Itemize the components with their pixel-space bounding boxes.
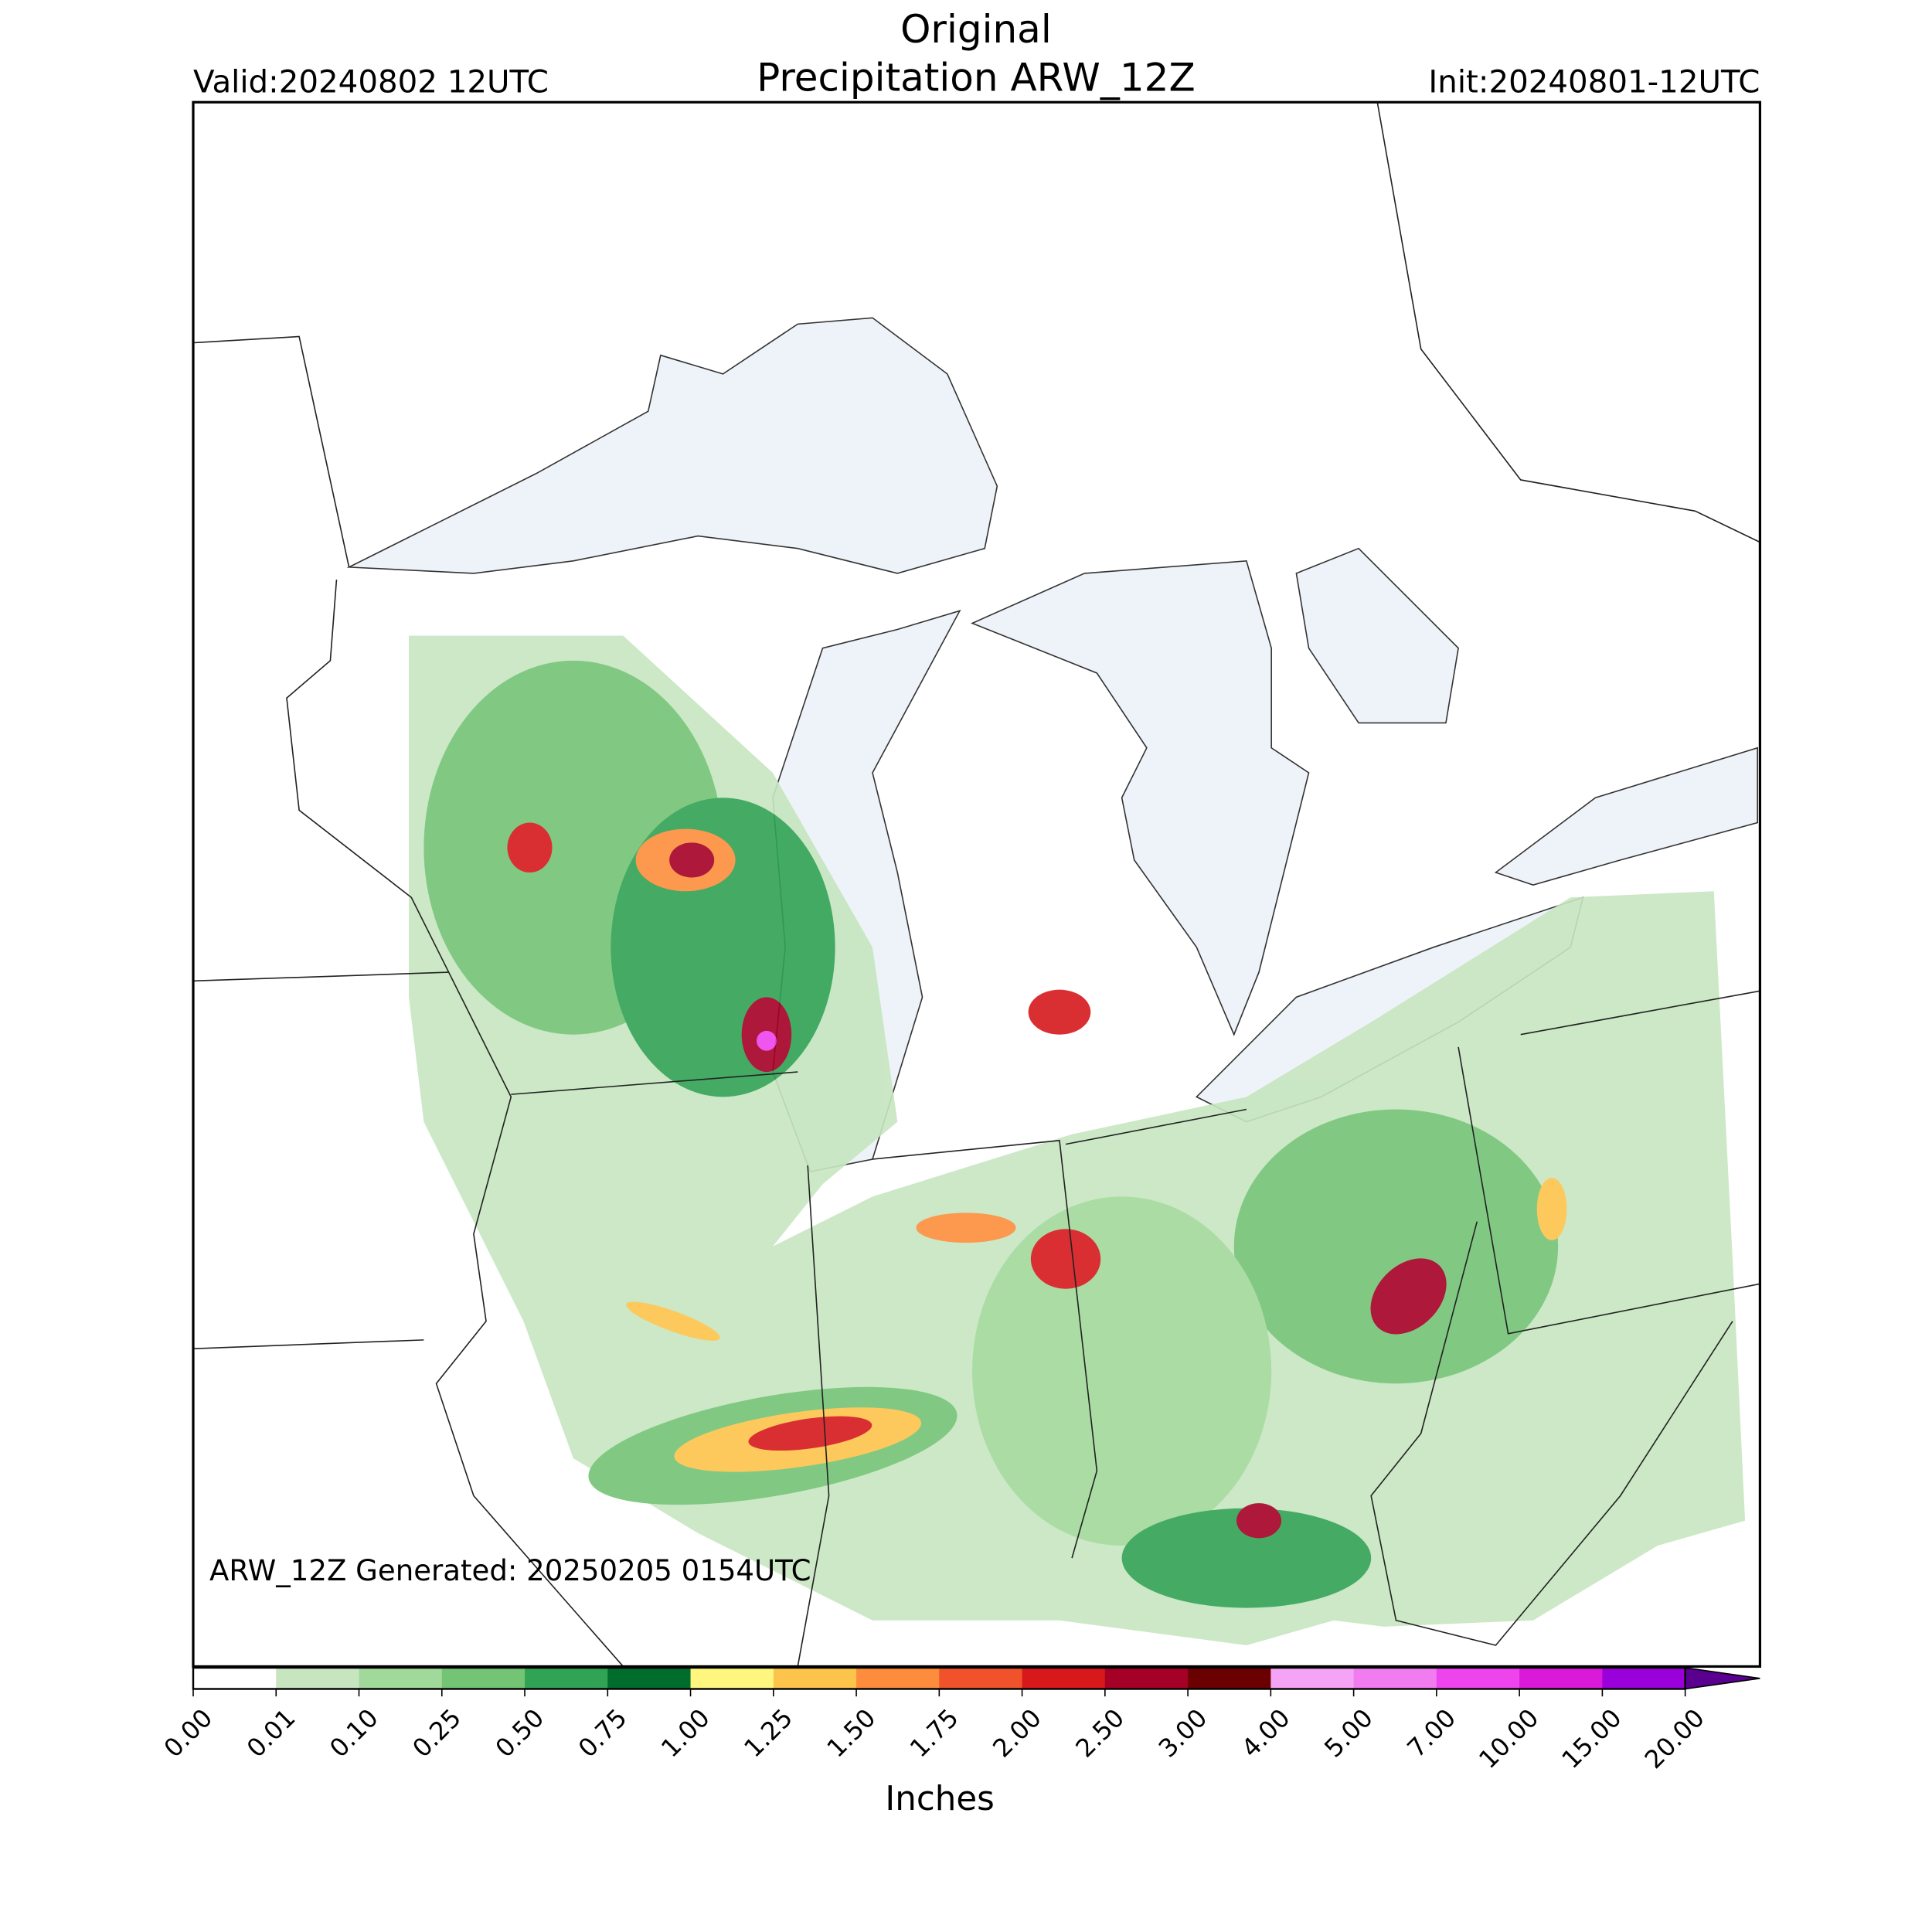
colorbar-tick-label: 0.25 — [406, 1703, 467, 1764]
colorbar-bin — [1104, 1668, 1189, 1689]
valid-time: Valid:20240802 12UTC — [193, 63, 549, 100]
colorbar-tick-label: 15.00 — [1556, 1703, 1628, 1774]
colorbar-tick-label: 5.00 — [1318, 1703, 1379, 1764]
colorbar-bin — [1188, 1668, 1272, 1689]
map-frame — [192, 100, 1762, 1668]
colorbar: 0.00 0.01 0.10 0.25 0.50 0.75 1.00 1.25 1.50 1.75… — [158, 1666, 1760, 1774]
colorbar-bin — [1270, 1668, 1355, 1689]
colorbar-tick-label: 0.01 — [241, 1703, 301, 1764]
colorbar-bin — [1353, 1668, 1437, 1689]
colorbar-bin — [856, 1668, 940, 1689]
colorbar-bin — [276, 1668, 360, 1689]
colorbar-tick-label: 7.00 — [1402, 1703, 1462, 1764]
colorbar-tick-label: 10.00 — [1473, 1703, 1544, 1774]
boundaries — [192, 102, 1760, 1667]
colorbar-bin — [359, 1668, 443, 1689]
colorbar-tick-label: 0.00 — [158, 1703, 219, 1764]
colorbar-tick-label: 2.50 — [1070, 1703, 1130, 1764]
colorbar-bin — [1519, 1668, 1604, 1689]
colorbar-tick-label: 20.00 — [1639, 1703, 1710, 1774]
colorbar-bin — [193, 1668, 277, 1689]
title: Original — [900, 7, 1052, 52]
colorbar-tick-label: 1.75 — [904, 1703, 964, 1764]
colorbar-label: Inches — [885, 1780, 994, 1818]
colorbar-extend — [1684, 1667, 1760, 1690]
colorbar-tick-label: 2.00 — [987, 1703, 1047, 1764]
colorbar-bin — [1602, 1668, 1686, 1689]
colorbar-tick-label: 3.00 — [1153, 1703, 1213, 1764]
colorbar-bin — [1436, 1668, 1520, 1689]
colorbar-tick-label: 0.75 — [573, 1703, 633, 1764]
colorbar-tick-label: 4.00 — [1236, 1703, 1296, 1764]
colorbar-tick-label: 0.10 — [324, 1703, 384, 1764]
colorbar-tick-label: 1.25 — [738, 1703, 798, 1764]
map: ARW_12Z Generated: 20250205 0154UTC — [192, 100, 1762, 1668]
colorbar-tick-label: 0.50 — [490, 1703, 550, 1764]
annotation: ARW_12Z Generated: 20250205 0154UTC — [209, 1554, 811, 1587]
subtitle: Precipitation ARW_12Z — [757, 56, 1196, 100]
colorbar-bin — [525, 1668, 609, 1689]
colorbar-bin — [690, 1668, 774, 1689]
colorbar-bin — [441, 1668, 526, 1689]
colorbar-tick-label: 1.50 — [821, 1703, 882, 1764]
colorbar-bin — [607, 1668, 692, 1689]
precipitation — [409, 635, 1746, 1646]
init-time: Init:20240801-12UTC — [1428, 63, 1760, 100]
colorbar-tick-label: 1.00 — [655, 1703, 716, 1764]
colorbar-bin — [773, 1668, 857, 1689]
colorbar-bin — [939, 1668, 1023, 1689]
colorbar-bin — [1022, 1668, 1106, 1689]
